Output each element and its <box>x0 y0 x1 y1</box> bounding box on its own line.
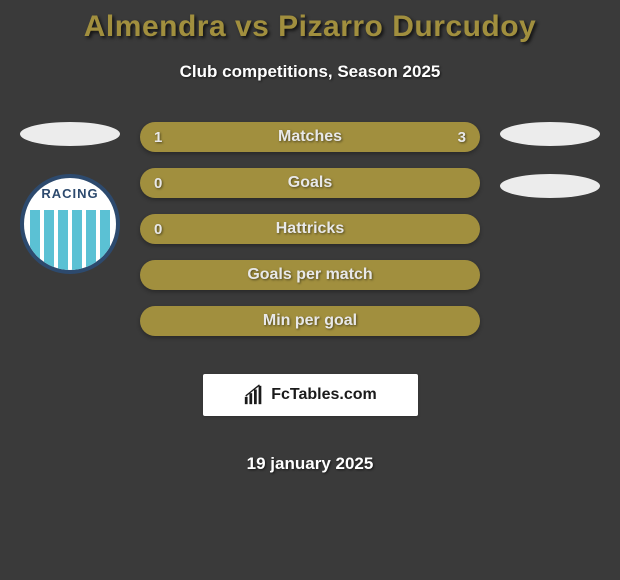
stat-bar-matches: 1 Matches 3 <box>140 122 480 152</box>
stat-right-value: 3 <box>458 129 466 146</box>
bars-icon <box>243 384 265 406</box>
stat-label: Matches <box>278 128 342 146</box>
stat-label: Goals per match <box>247 266 372 284</box>
player-placeholder-icon <box>500 122 600 146</box>
stats-column: 1 Matches 3 0 Goals 0 Hattricks Goals pe… <box>140 122 480 474</box>
player-placeholder-icon <box>20 122 120 146</box>
right-player-col <box>495 122 605 226</box>
source-logo: FcTables.com <box>203 374 418 416</box>
page-title: Almendra vs Pizarro Durcudoy <box>0 10 620 44</box>
stat-left-value: 0 <box>154 221 162 238</box>
stat-left-value: 0 <box>154 175 162 192</box>
badge-label: RACING <box>41 186 98 201</box>
stat-bar-min-per-goal: Min per goal <box>140 306 480 336</box>
subtitle: Club competitions, Season 2025 <box>0 62 620 82</box>
date-label: 19 january 2025 <box>140 454 480 474</box>
team-badge-racing: RACING <box>20 174 120 274</box>
left-player-col: RACING <box>15 122 125 274</box>
content-row: RACING 1 Matches 3 0 Goals <box>0 122 620 474</box>
stat-bar-goals-per-match: Goals per match <box>140 260 480 290</box>
stat-bar-goals: 0 Goals <box>140 168 480 198</box>
badge-stripes-icon <box>24 210 116 274</box>
stat-label: Goals <box>288 174 332 192</box>
team-placeholder-icon <box>500 174 600 198</box>
stat-label: Hattricks <box>276 220 344 238</box>
stat-left-value: 1 <box>154 129 162 146</box>
comparison-card: Almendra vs Pizarro Durcudoy Club compet… <box>0 0 620 474</box>
stat-bar-hattricks: 0 Hattricks <box>140 214 480 244</box>
stat-label: Min per goal <box>263 312 357 330</box>
logo-text: FcTables.com <box>271 386 377 404</box>
